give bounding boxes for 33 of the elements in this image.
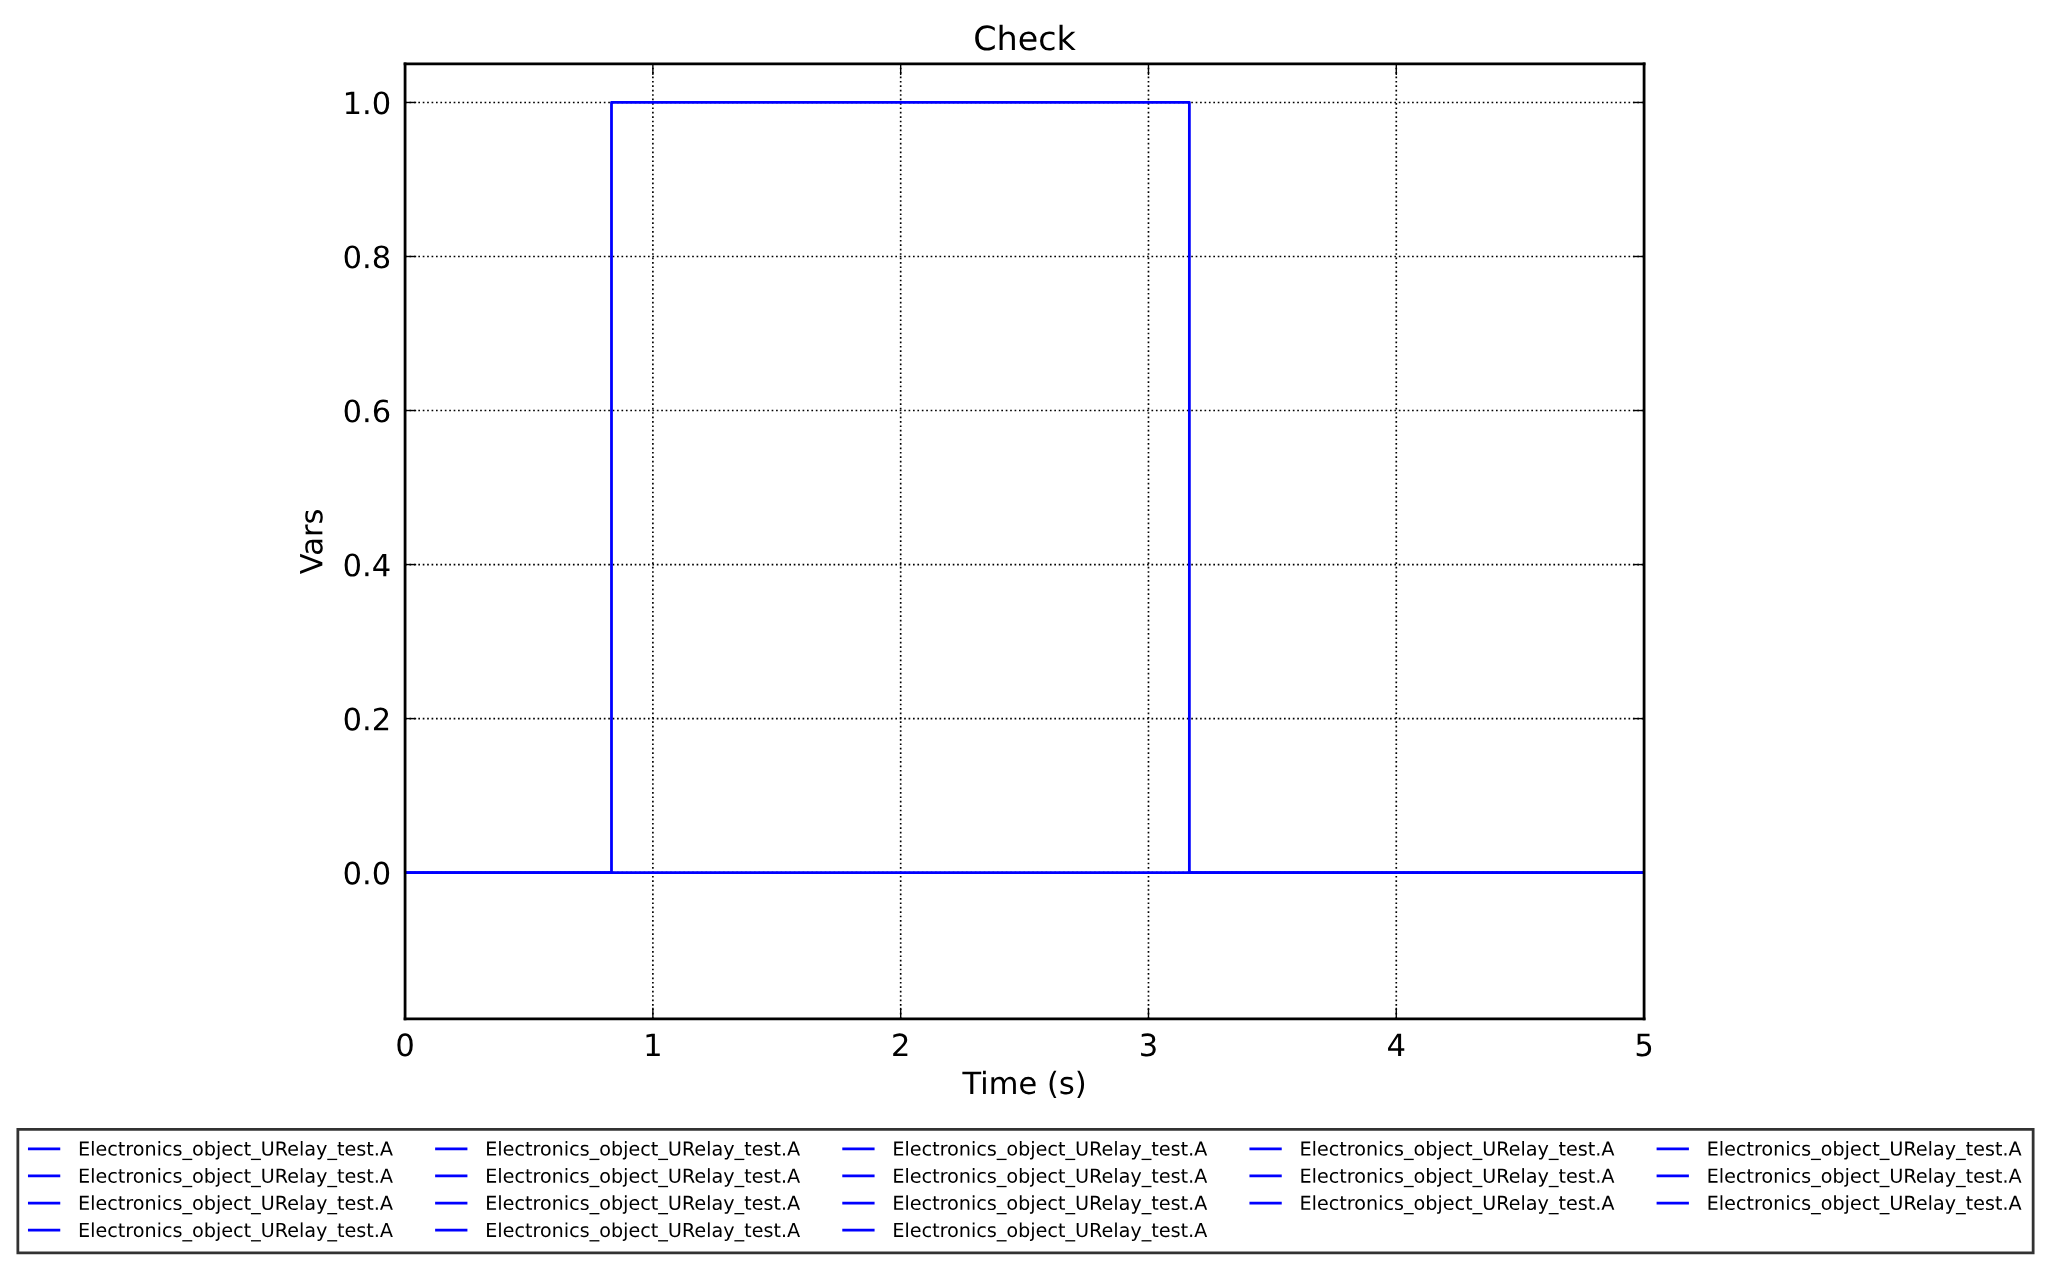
y-tick-label: 0.0	[344, 861, 390, 885]
legend-label: Electronics_object_URelay_test.A	[894, 1222, 1208, 1242]
legend-label: Electronics_object_URelay_test.A	[1708, 1140, 2022, 1161]
legend-label: Electronics_object_URelay_test.A	[79, 1222, 393, 1242]
legend-label: Electronics_object_URelay_test.A	[894, 1140, 1208, 1161]
chart-title: Check	[975, 24, 1076, 51]
x-tick-label: 0	[397, 1033, 413, 1057]
legend-label: Electronics_object_URelay_test.A	[894, 1195, 1208, 1215]
y-tick-label: 1.0	[345, 91, 390, 115]
legend-label: Electronics_object_URelay_test.A	[487, 1195, 800, 1215]
y-tick-label: 0.8	[344, 245, 390, 269]
legend-label: Electronics_object_URelay_test.A	[487, 1168, 800, 1188]
legend-label: Electronics_object_URelay_test.A	[487, 1222, 800, 1242]
legend-label: Electronics_object_URelay_test.A	[79, 1140, 393, 1161]
y-axis-title: Vars	[300, 510, 323, 575]
legend-label: Electronics_object_URelay_test.A	[1301, 1195, 1615, 1215]
x-tick-label: 4	[1388, 1033, 1405, 1057]
y-tick-label: 0.2	[344, 707, 389, 731]
legend-label: Electronics_object_URelay_test.A	[79, 1168, 393, 1188]
legend-label: Electronics_object_URelay_test.A	[1708, 1168, 2022, 1188]
x-axis-title: Time (s)	[962, 1070, 1085, 1098]
x-tick-label: 2	[893, 1033, 908, 1057]
legend-label: Electronics_object_URelay_test.A	[1301, 1140, 1615, 1161]
legend-label: Electronics_object_URelay_test.A	[1301, 1168, 1615, 1188]
legend-label: Electronics_object_URelay_test.A	[1708, 1195, 2022, 1215]
legend-label: Electronics_object_URelay_test.A	[894, 1168, 1208, 1188]
legend-label: Electronics_object_URelay_test.A	[79, 1195, 393, 1215]
x-tick-label: 5	[1636, 1033, 1652, 1057]
x-tick-label: 3	[1141, 1033, 1156, 1057]
legend-label: Electronics_object_URelay_test.A	[487, 1140, 800, 1161]
x-tick-label: 1	[646, 1033, 660, 1057]
y-tick-label: 0.4	[344, 553, 390, 577]
y-tick-label: 0.6	[344, 399, 390, 423]
